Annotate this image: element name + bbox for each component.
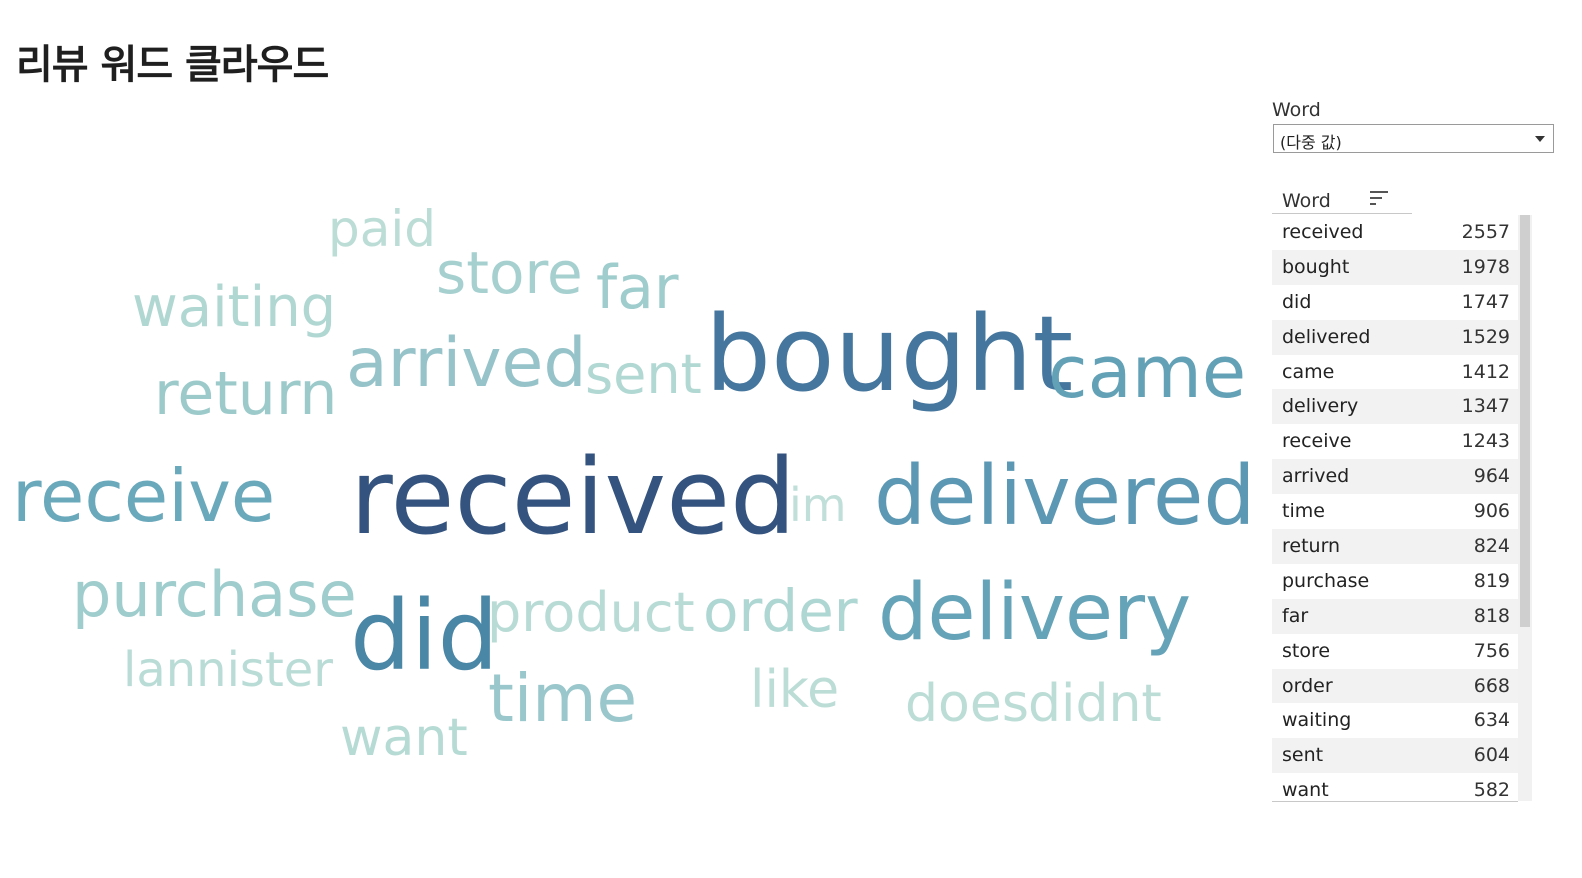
table-row[interactable]: sent 604 [1272,738,1518,774]
row-word: received [1282,221,1364,243]
cloud-word-want[interactable]: want [340,708,468,768]
page-title: 리뷰 워드 클라우드 [16,42,329,88]
row-word: receive [1282,430,1352,453]
row-count: 1347 [1461,395,1510,418]
row-word: bought [1282,255,1350,278]
row-word: sent [1282,744,1324,767]
cloud-word-im[interactable]: im [789,478,847,532]
cloud-word-received[interactable]: received [350,436,797,558]
row-count: 819 [1473,569,1510,592]
cloud-word-store[interactable]: store [436,239,583,307]
cloud-word-sent[interactable]: sent [585,343,702,406]
cloud-word-delivered[interactable]: delivered [874,449,1256,544]
row-count: 964 [1473,465,1510,488]
cloud-word-delivery[interactable]: delivery [878,568,1192,658]
table-row[interactable]: did 1747 [1272,285,1518,320]
word-filter-dropdown[interactable]: (다중 값) [1273,124,1554,153]
chevron-down-icon[interactable] [1535,136,1545,142]
row-count: 1978 [1461,255,1510,278]
row-count: 756 [1473,639,1510,662]
cloud-word-order[interactable]: order [703,577,858,645]
table-header: Word [1272,186,1412,214]
cloud-word-like[interactable]: like [750,660,840,720]
cloud-word-bought[interactable]: bought [705,293,1074,415]
row-word: delivered [1282,325,1371,348]
cloud-word-purchase[interactable]: purchase [72,558,357,631]
table-scrollbar[interactable] [1518,215,1532,801]
scrollbar-thumb[interactable] [1520,215,1530,627]
cloud-word-time[interactable]: time [488,660,638,737]
row-word: arrived [1282,465,1350,488]
filter-label: Word [1272,99,1321,121]
cloud-word-came[interactable]: came [1048,330,1247,414]
row-word: far [1282,604,1309,627]
row-count: 668 [1473,674,1510,697]
row-count: 582 [1473,779,1510,802]
cloud-word-does[interactable]: does [905,674,1029,734]
row-count: 604 [1473,744,1510,767]
row-count: 818 [1473,604,1510,627]
cloud-word-receive[interactable]: receive [12,454,276,538]
row-count: 1747 [1461,290,1510,313]
row-word: want [1282,779,1329,802]
table-row[interactable]: came 1412 [1272,355,1518,390]
cloud-word-paid[interactable]: paid [328,200,437,258]
row-word: order [1282,674,1333,697]
table-row[interactable]: purchase 819 [1272,564,1518,599]
word-cloud: received bought did delivered came deliv… [12,200,1256,768]
sort-icon[interactable] [1370,191,1388,205]
cloud-word-lannister[interactable]: lannister [123,642,334,698]
cloud-word-did[interactable]: did [350,580,499,692]
cloud-word-far[interactable]: far [596,253,679,323]
cloud-word-didnt[interactable]: didnt [1028,674,1162,734]
table-row[interactable]: delivery 1347 [1272,389,1518,425]
table-row[interactable]: arrived 964 [1272,459,1518,495]
table-row[interactable]: store 756 [1272,634,1518,669]
row-count: 2557 [1461,221,1510,243]
row-count: 824 [1473,535,1510,558]
row-word: did [1282,290,1312,313]
row-word: waiting [1282,709,1352,732]
table-row[interactable]: order 668 [1272,668,1518,704]
row-count: 634 [1473,709,1510,732]
cloud-word-product[interactable]: product [487,581,695,644]
cloud-word-return[interactable]: return [154,359,338,429]
row-count: 1412 [1461,360,1510,383]
table-row[interactable]: receive 1243 [1272,424,1518,459]
table-row[interactable]: want 582 [1272,773,1518,802]
row-word: time [1282,500,1325,523]
cloud-word-arrived[interactable]: arrived [346,324,587,403]
filter-selected-value: (다중 값) [1280,133,1342,152]
table-row[interactable]: far 818 [1272,598,1518,634]
cloud-word-waiting[interactable]: waiting [132,275,337,340]
row-count: 1529 [1461,325,1510,348]
table-row[interactable]: received 2557 [1272,215,1518,250]
table-row[interactable]: bought 1978 [1272,249,1518,285]
table-row[interactable]: waiting 634 [1272,703,1518,738]
row-word: delivery [1282,395,1359,418]
table-row[interactable]: return 824 [1272,529,1518,564]
table-row[interactable]: delivered 1529 [1272,319,1518,355]
table-row[interactable]: time 906 [1272,494,1518,529]
row-word: return [1282,535,1341,558]
row-word: store [1282,639,1331,662]
row-count: 1243 [1461,430,1510,453]
row-word: came [1282,360,1335,383]
row-word: purchase [1282,569,1370,592]
row-count: 906 [1473,500,1510,523]
word-count-table: received 2557 bought 1978 did 1747 delivered 15… [1272,215,1518,802]
column-header-word[interactable]: Word [1282,190,1331,212]
